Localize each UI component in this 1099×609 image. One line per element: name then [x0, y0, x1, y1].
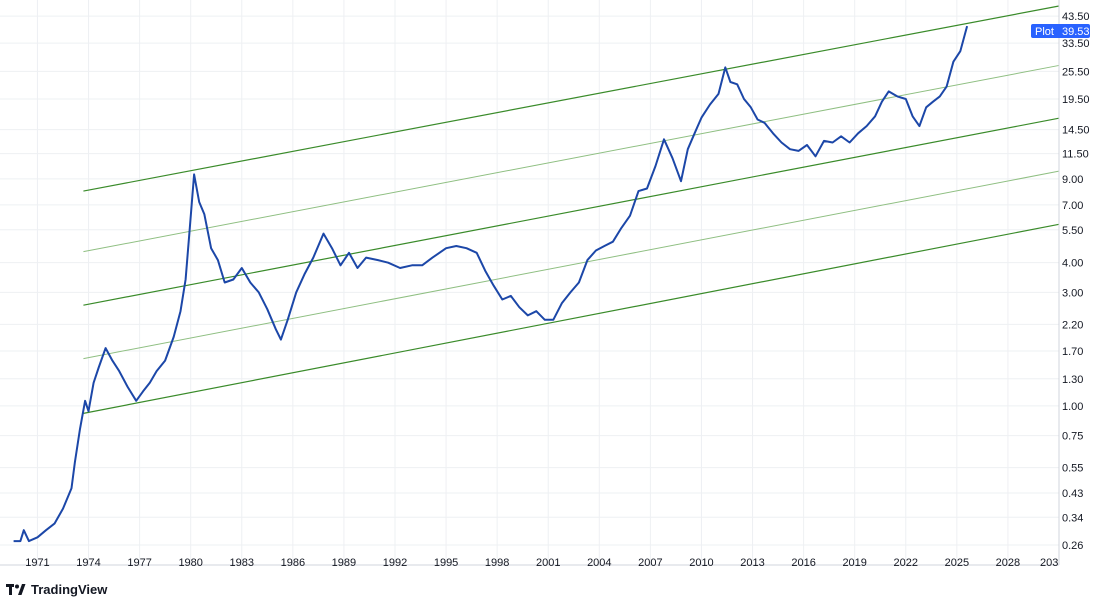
y-tick-label: 1.30 — [1062, 374, 1083, 386]
y-tick-label: 1.70 — [1062, 346, 1083, 358]
x-axis[interactable]: 1971 1974 1977 1980 1983 1986 1989 1992 1995 1998… — [25, 557, 1058, 569]
last-value-series-name: Plot — [1035, 26, 1054, 38]
x-tick-label: 1974 — [76, 557, 100, 569]
channel-line-main — [83, 5, 1060, 192]
y-tick-label: 2.20 — [1062, 319, 1083, 331]
x-tick-label: 1980 — [178, 557, 202, 569]
y-tick-label: 33.50 — [1062, 38, 1090, 50]
x-tick-label: 1998 — [485, 557, 509, 569]
x-tick-label: 2013 — [740, 557, 764, 569]
last-value-badge-bg — [1031, 24, 1090, 38]
x-tick-label: 2025 — [945, 557, 969, 569]
x-tick-label: 2028 — [996, 557, 1020, 569]
tradingview-branding[interactable]: TradingView — [6, 582, 107, 597]
tradingview-logo-icon — [6, 583, 26, 595]
series-plot — [13, 25, 969, 543]
x-tick-label: 2004 — [587, 557, 611, 569]
y-tick-label: 14.50 — [1062, 125, 1090, 137]
x-tick-label: 2016 — [791, 557, 815, 569]
y-tick-label: 5.50 — [1062, 225, 1083, 237]
y-tick-label: 11.50 — [1062, 149, 1089, 161]
y-tick-label: 4.00 — [1062, 258, 1083, 270]
x-tick-label: 1971 — [25, 557, 49, 569]
x-tick-label: 2001 — [536, 557, 560, 569]
x-tick-label: 1992 — [383, 557, 407, 569]
x-tick-label: 1989 — [332, 557, 356, 569]
channel-line-main — [83, 117, 1060, 306]
y-tick-label: 0.34 — [1062, 512, 1083, 524]
series-line — [13, 25, 969, 543]
channel-line-mid — [83, 170, 1060, 360]
x-tick-label: 2007 — [638, 557, 662, 569]
y-tick-label: 19.50 — [1062, 94, 1090, 106]
channel-line-main — [83, 223, 1060, 414]
x-tick-label: 203 — [1040, 557, 1058, 569]
y-tick-label: 25.50 — [1062, 66, 1090, 78]
y-axis[interactable]: 43.50 33.50 25.50 19.50 14.50 11.50 9.00 7.00 5.… — [1062, 11, 1090, 552]
x-tick-label: 1995 — [434, 557, 458, 569]
x-tick-label: 2010 — [689, 557, 713, 569]
x-tick-label: 2019 — [842, 557, 866, 569]
y-tick-label: 0.55 — [1062, 463, 1083, 475]
chart-grid — [0, 0, 1060, 565]
y-tick-label: 1.00 — [1062, 401, 1083, 413]
brand-name: TradingView — [31, 582, 108, 597]
last-value-price: 39.53 — [1062, 26, 1090, 38]
y-tick-label: 3.00 — [1062, 287, 1083, 299]
y-tick-label: 0.43 — [1062, 488, 1083, 500]
x-tick-label: 1977 — [127, 557, 151, 569]
y-tick-label: 0.75 — [1062, 431, 1083, 443]
y-tick-label: 0.26 — [1062, 540, 1083, 552]
y-tick-label: 7.00 — [1062, 200, 1083, 212]
last-value-badge: Plot 39.53 — [1031, 24, 1090, 38]
y-tick-label: 9.00 — [1062, 174, 1083, 186]
channel-line-mid — [83, 64, 1060, 253]
y-tick-label: 43.50 — [1062, 11, 1090, 23]
x-tick-label: 2022 — [894, 557, 918, 569]
regression-channel — [83, 5, 1060, 414]
x-tick-label: 1986 — [281, 557, 305, 569]
x-tick-label: 1983 — [230, 557, 254, 569]
